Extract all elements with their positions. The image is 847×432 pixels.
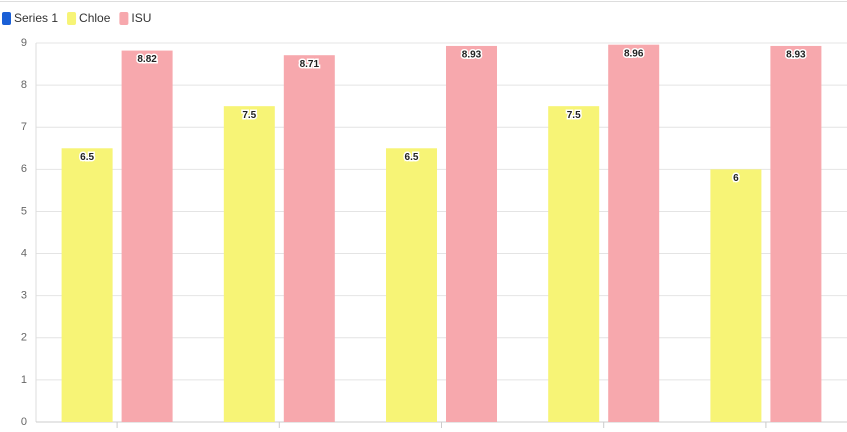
value-label: 8.82 [137,54,157,65]
bar [223,106,275,423]
y-tick-label: 2 [21,332,27,344]
value-label: 8.93 [462,50,482,61]
y-tick-label: 4 [21,247,27,259]
bar [770,45,822,422]
y-tick-label: 6 [21,163,27,175]
bar [283,55,335,423]
value-label: 7.5 [242,110,256,121]
value-label: 6 [733,173,739,184]
value-label: 6.5 [80,152,94,163]
value-label: 8.93 [786,50,806,61]
legend-swatch [2,12,11,25]
y-tick-label: 7 [21,121,27,133]
bar [61,148,113,422]
value-label: 7.5 [567,110,581,121]
legend-label: ISU [131,11,151,25]
bar [710,169,762,422]
bar [121,50,173,423]
legend-swatch [119,12,129,25]
y-tick-label: 9 [21,37,27,49]
y-tick-label: 3 [21,290,27,302]
y-tick-label: 1 [21,374,27,386]
y-tick-label: 5 [21,205,27,217]
bar [386,148,437,422]
bar [608,44,660,422]
legend-swatch [67,12,77,25]
bar [446,45,497,422]
value-label: 6.5 [405,152,419,163]
value-label: 8.71 [300,59,320,70]
y-tick-label: 8 [21,79,27,91]
value-label: 8.96 [624,48,644,59]
y-tick-label: 0 [21,416,27,428]
bar [548,106,600,423]
legend-label: Chloe [79,11,111,25]
legend-label: Series 1 [14,11,58,25]
